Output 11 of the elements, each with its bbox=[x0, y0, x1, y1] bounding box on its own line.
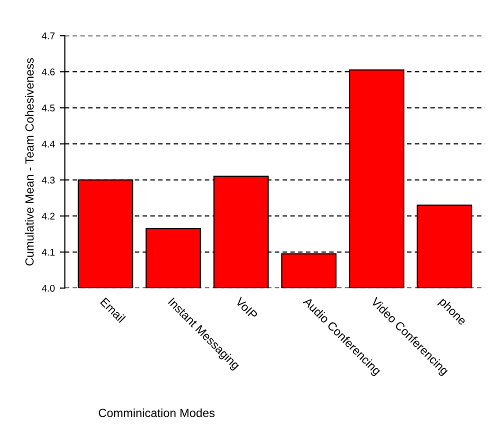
y-tick-label: 4.5 bbox=[42, 104, 55, 112]
y-tick-label: 4.2 bbox=[42, 212, 55, 220]
y-tick-label: 4.4 bbox=[42, 140, 55, 148]
y-tick-label: 4.6 bbox=[42, 68, 55, 76]
y-tick-label: 4.1 bbox=[42, 248, 55, 256]
y-axis-title: Cumulative Mean - Team Cohesiveness bbox=[25, 58, 34, 266]
x-tick-label: VoIP bbox=[234, 296, 258, 320]
y-tick-label: 4.7 bbox=[42, 32, 55, 40]
y-tick-label: 4.0 bbox=[42, 284, 55, 292]
y-tick-label: 4.3 bbox=[42, 176, 55, 184]
x-axis-title: Comminication Modes bbox=[98, 408, 215, 418]
